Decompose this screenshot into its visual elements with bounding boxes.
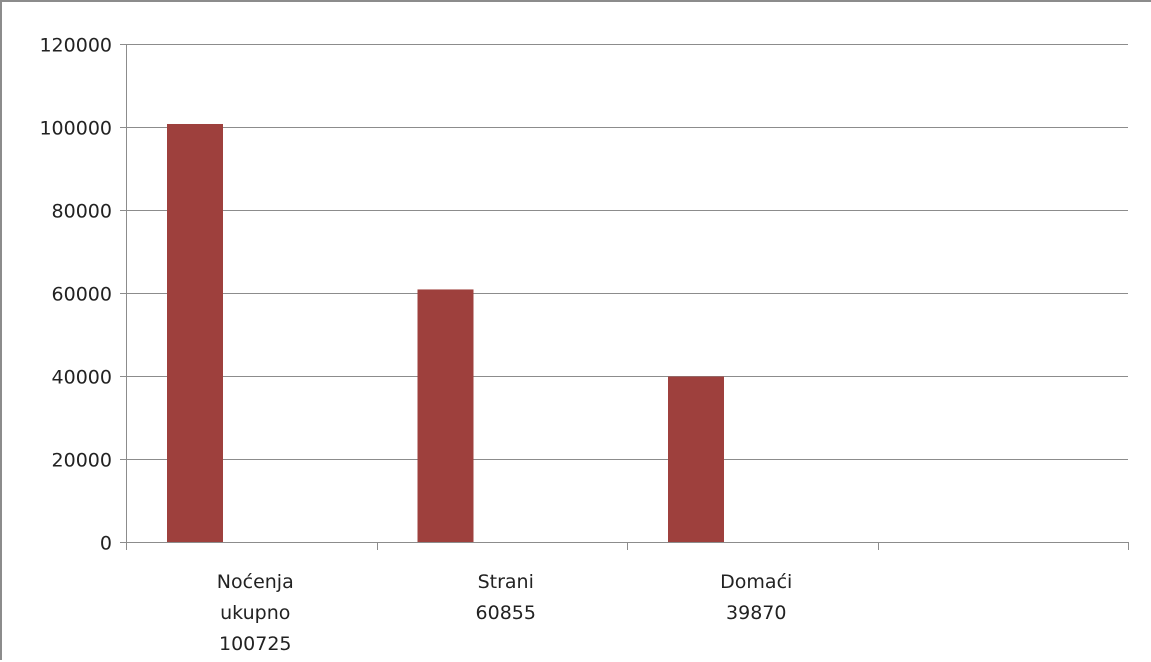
x-tick-label: 60855 — [476, 602, 536, 624]
y-tick-label: 0 — [100, 533, 112, 555]
x-tick-labels: Noćenja ukupno 100725 Strani 60855 Domaći 3987… — [217, 571, 793, 655]
y-tick-label: 60000 — [52, 284, 112, 306]
x-tick-label: 100725 — [219, 633, 292, 655]
x-tick-label: Strani — [478, 571, 534, 593]
x-tick-label: Noćenja — [217, 571, 294, 593]
bars — [167, 123, 724, 543]
y-tick-label: 100000 — [39, 118, 112, 140]
axes — [120, 44, 1129, 550]
y-tick-label: 120000 — [39, 35, 112, 57]
y-tick-label: 20000 — [52, 450, 112, 472]
y-tick-label: 40000 — [52, 367, 112, 389]
y-tick-labels: 0 20000 40000 60000 80000 100000 120000 — [39, 35, 112, 555]
bar — [417, 289, 474, 542]
y-tick-label: 80000 — [52, 201, 112, 223]
x-tick-label: 39870 — [726, 602, 786, 624]
bar — [167, 123, 223, 543]
x-tick-label: ukupno — [220, 602, 290, 624]
gridlines — [126, 44, 1128, 460]
bar — [668, 376, 724, 542]
x-tick-label: Domaći — [720, 571, 792, 593]
